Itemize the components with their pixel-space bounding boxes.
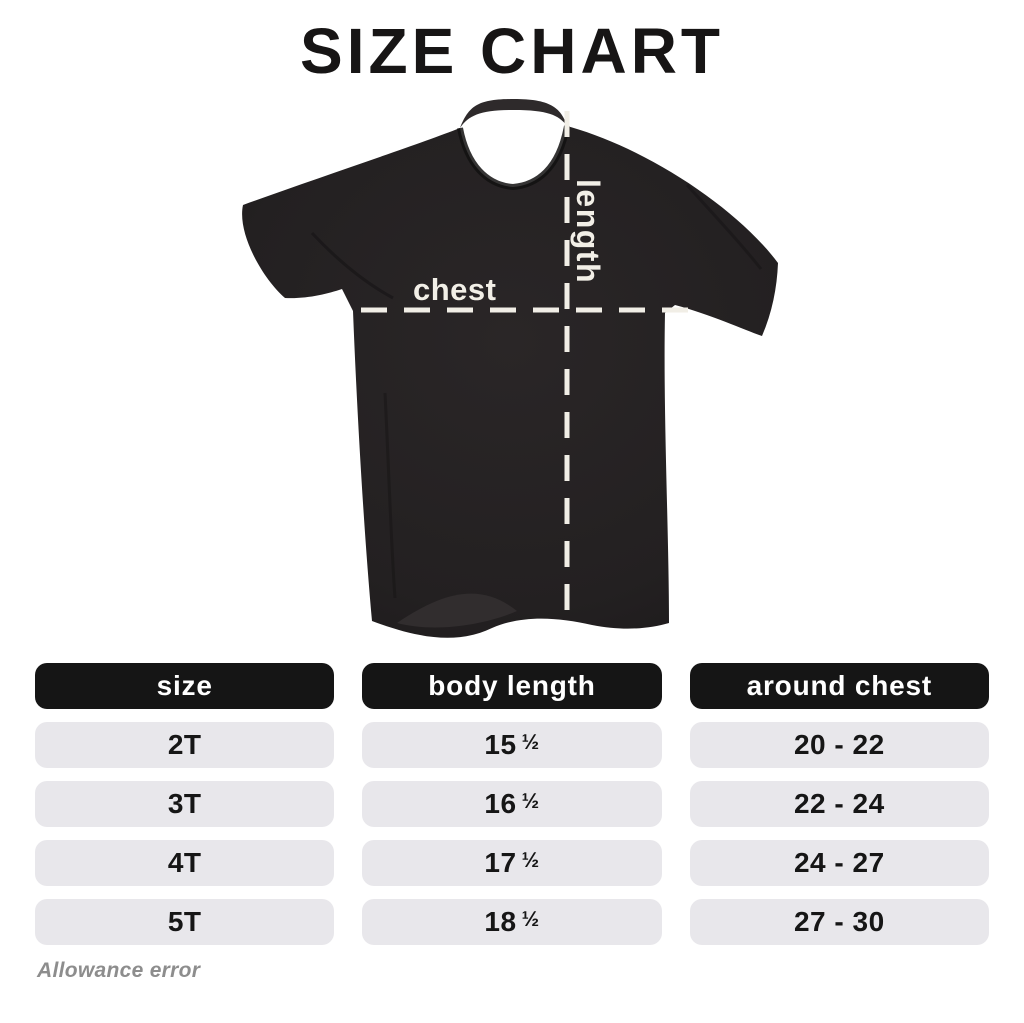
hem-fold: [397, 593, 517, 628]
wrinkle-line: [383, 392, 397, 599]
chest-label: chest: [413, 272, 496, 307]
length-whole: 17: [484, 847, 517, 878]
length-fraction: ½: [521, 790, 540, 813]
neckline-shadow: [457, 125, 570, 191]
table-header-around-chest: around chest: [689, 663, 989, 709]
collar-band: [460, 99, 567, 128]
body-length-cell-3t: 16 ½: [362, 781, 662, 827]
around-chest-cell-5t: 27 - 30: [689, 899, 989, 945]
size-cell-2t: 2T: [35, 722, 335, 768]
length-fraction: ½: [521, 731, 540, 754]
body-length-cell-5t: 18 ½: [362, 899, 662, 945]
table-header-body-length: body length: [362, 663, 662, 709]
length-whole: 18: [484, 906, 517, 937]
length-fraction: ½: [521, 908, 540, 931]
length-whole: 15: [484, 729, 517, 760]
length-whole: 16: [484, 788, 517, 819]
tshirt-svg: chest length: [242, 99, 778, 638]
around-chest-cell-4t: 24 - 27: [689, 840, 989, 886]
table-header-size: size: [35, 663, 335, 709]
size-cell-4t: 4T: [35, 840, 335, 886]
page-title: SIZE CHART: [300, 15, 724, 87]
tshirt-illustration: chest length: [217, 93, 807, 653]
around-chest-cell-3t: 22 - 24: [689, 781, 989, 827]
size-table: size body length around chest 2T 15 ½ 20 …: [35, 663, 989, 945]
length-fraction: ½: [521, 849, 540, 872]
body-length-cell-2t: 15 ½: [362, 722, 662, 768]
size-cell-5t: 5T: [35, 899, 335, 945]
wrinkle-line: [685, 183, 763, 270]
around-chest-cell-2t: 20 - 22: [689, 722, 989, 768]
size-cell-3t: 3T: [35, 781, 335, 827]
body-length-cell-4t: 17 ½: [362, 840, 662, 886]
wrinkle-line: [310, 231, 394, 300]
allowance-error-note: Allowance error: [37, 959, 201, 982]
tshirt-body: [242, 126, 778, 638]
length-label: length: [570, 179, 606, 284]
